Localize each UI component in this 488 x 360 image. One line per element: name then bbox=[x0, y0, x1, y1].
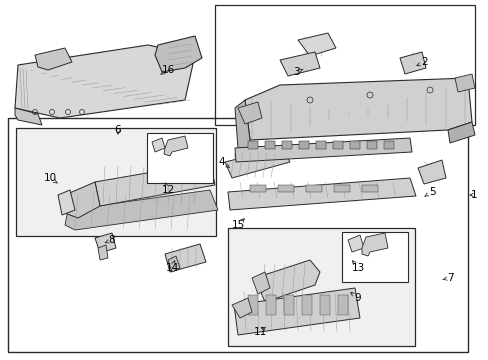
Text: 15: 15 bbox=[231, 220, 244, 230]
Text: 4: 4 bbox=[218, 157, 225, 167]
Polygon shape bbox=[227, 178, 415, 210]
Polygon shape bbox=[399, 52, 425, 74]
Bar bbox=[278, 185, 293, 192]
Polygon shape bbox=[251, 272, 269, 294]
Text: 14: 14 bbox=[165, 263, 178, 273]
Text: 8: 8 bbox=[108, 235, 115, 245]
Text: 2: 2 bbox=[421, 57, 427, 67]
Text: 6: 6 bbox=[115, 125, 121, 135]
Polygon shape bbox=[62, 182, 100, 218]
Bar bbox=[265, 295, 275, 315]
Bar bbox=[264, 141, 274, 149]
Text: 10: 10 bbox=[43, 173, 57, 183]
Polygon shape bbox=[95, 162, 215, 206]
Bar bbox=[249, 185, 265, 192]
Polygon shape bbox=[58, 190, 75, 215]
Text: 9: 9 bbox=[354, 293, 361, 303]
Text: 1: 1 bbox=[470, 190, 476, 200]
Bar bbox=[315, 141, 325, 149]
Polygon shape bbox=[15, 108, 42, 125]
Polygon shape bbox=[98, 245, 108, 260]
Bar bbox=[227, 228, 414, 346]
Bar bbox=[319, 295, 329, 315]
Bar bbox=[8, 118, 467, 352]
Polygon shape bbox=[234, 288, 359, 335]
Text: 13: 13 bbox=[351, 263, 364, 273]
Text: 5: 5 bbox=[428, 187, 434, 197]
Polygon shape bbox=[163, 136, 187, 156]
Polygon shape bbox=[361, 233, 387, 256]
Bar bbox=[366, 141, 376, 149]
Bar bbox=[349, 141, 359, 149]
Text: 7: 7 bbox=[446, 273, 452, 283]
Polygon shape bbox=[235, 138, 411, 162]
Bar bbox=[332, 141, 342, 149]
Polygon shape bbox=[224, 148, 289, 178]
Polygon shape bbox=[417, 160, 445, 184]
Polygon shape bbox=[297, 33, 335, 56]
Bar bbox=[282, 141, 291, 149]
Polygon shape bbox=[254, 260, 319, 302]
Polygon shape bbox=[235, 100, 249, 148]
Bar bbox=[305, 185, 321, 192]
Bar bbox=[284, 295, 293, 315]
Bar bbox=[147, 133, 213, 183]
Bar bbox=[247, 295, 258, 315]
Text: 12: 12 bbox=[161, 185, 174, 195]
Bar bbox=[337, 295, 347, 315]
Text: 3: 3 bbox=[292, 67, 299, 77]
Polygon shape bbox=[238, 102, 262, 124]
Bar bbox=[302, 295, 311, 315]
Text: 11: 11 bbox=[253, 327, 266, 337]
Bar bbox=[333, 185, 349, 192]
Polygon shape bbox=[164, 244, 205, 272]
Text: 16: 16 bbox=[161, 65, 174, 75]
Bar bbox=[298, 141, 308, 149]
Polygon shape bbox=[65, 190, 218, 230]
Polygon shape bbox=[155, 36, 202, 72]
Bar bbox=[247, 141, 258, 149]
Polygon shape bbox=[152, 138, 164, 152]
Polygon shape bbox=[231, 298, 251, 318]
Bar bbox=[16, 128, 216, 236]
Polygon shape bbox=[454, 74, 474, 92]
Bar bbox=[361, 185, 377, 192]
Polygon shape bbox=[280, 52, 319, 76]
Bar bbox=[215, 5, 474, 125]
Polygon shape bbox=[347, 235, 363, 252]
Polygon shape bbox=[35, 48, 72, 70]
Bar bbox=[341, 232, 407, 282]
Polygon shape bbox=[95, 233, 116, 253]
Bar bbox=[383, 141, 393, 149]
Polygon shape bbox=[15, 45, 195, 118]
Polygon shape bbox=[447, 122, 474, 143]
Polygon shape bbox=[244, 78, 471, 140]
Polygon shape bbox=[168, 256, 180, 272]
